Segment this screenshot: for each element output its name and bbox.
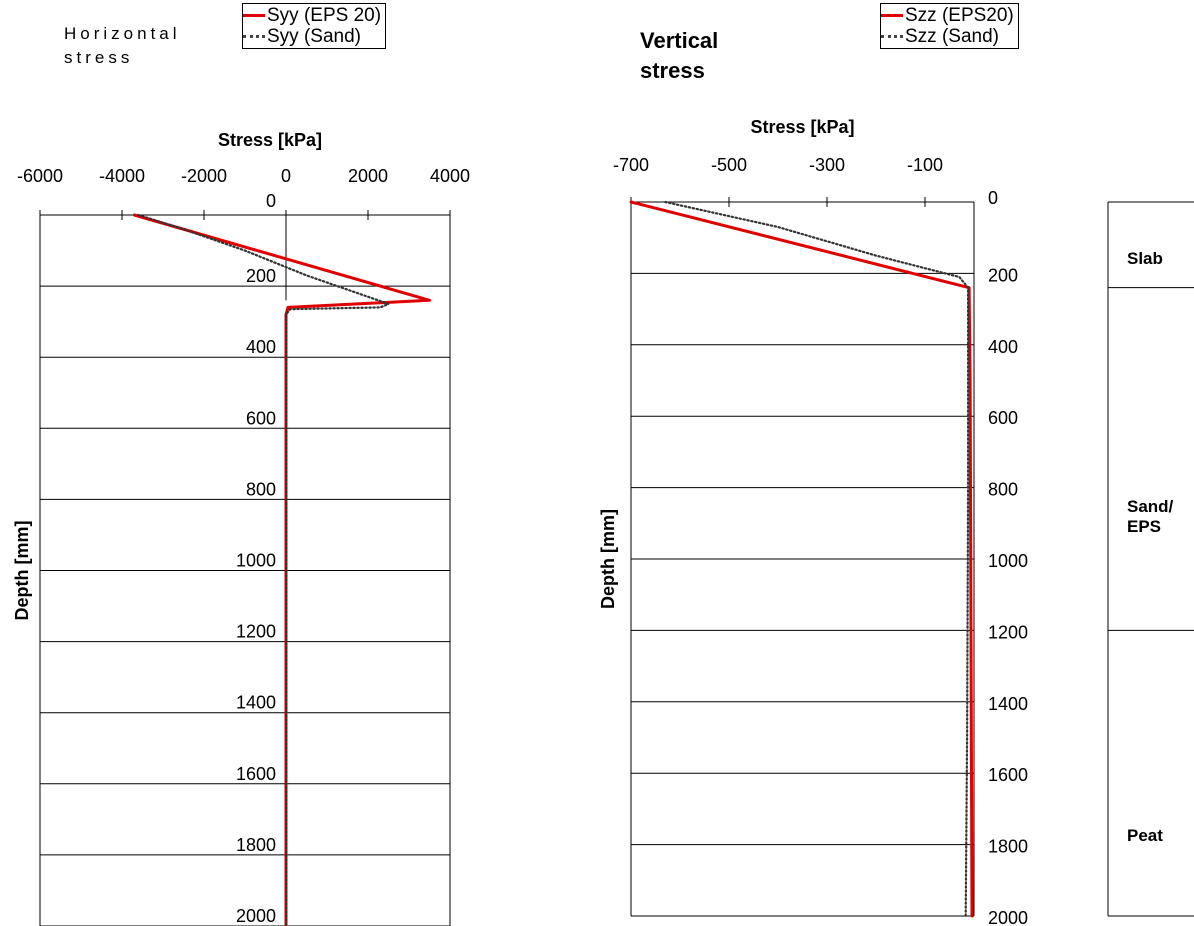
- vertical-stress-title-line1: Vertical: [640, 28, 719, 53]
- vertical-y-tick-label: 1600: [988, 765, 1028, 785]
- legend-dotted-line-swatch: [243, 35, 265, 38]
- horizontal-y-tick-label: 400: [246, 337, 276, 357]
- vertical-x-tick-label: -500: [711, 155, 747, 175]
- layer-label-peat: Peat: [1127, 826, 1163, 845]
- legend-right-item-sand: Szz (Sand): [881, 26, 1014, 47]
- legend-solid-line-swatch: [881, 14, 903, 17]
- vertical-y-tick-label: 1000: [988, 551, 1028, 571]
- horizontal-x-tick-label: -6000: [17, 166, 63, 186]
- horizontal-x-axis-title: Stress [kPa]: [218, 130, 322, 150]
- horizontal-y-tick-label: 1000: [236, 551, 276, 571]
- horizontal-x-tick-label: 4000: [430, 166, 470, 186]
- legend-left: Syy (EPS 20) Syy (Sand): [242, 3, 387, 49]
- legend-dotted-line-swatch: [881, 35, 903, 38]
- horizontal-stress-title-line1: Horizontal: [64, 24, 181, 43]
- horizontal-x-tick-label: -4000: [99, 166, 145, 186]
- horizontal-series-sand-line: [137, 213, 390, 926]
- vertical-stress-title-line2: stress: [640, 58, 705, 83]
- horizontal-y-tick-label: 0: [266, 191, 276, 211]
- layer-label-slab: Slab: [1127, 249, 1163, 268]
- horizontal-x-tick-label: -2000: [181, 166, 227, 186]
- vertical-y-axis-title: Depth [mm]: [598, 509, 618, 609]
- horizontal-y-tick-label: 600: [246, 408, 276, 428]
- vertical-y-tick-label: 0: [988, 188, 998, 208]
- vertical-x-tick-label: -700: [613, 155, 649, 175]
- legend-left-label-eps: Syy (EPS 20): [267, 5, 382, 26]
- legend-left-item-sand: Syy (Sand): [243, 26, 381, 47]
- vertical-series-eps-line: [629, 200, 974, 918]
- horizontal-y-tick-label: 1400: [236, 693, 276, 713]
- vertical-y-tick-label: 400: [988, 337, 1018, 357]
- horizontal-y-tick-label: 2000: [236, 906, 276, 926]
- horizontal-stress-title-line2: stress: [64, 48, 134, 67]
- legend-right: Szz (EPS20) Szz (Sand): [880, 3, 1019, 49]
- vertical-x-tick-label: -100: [907, 155, 943, 175]
- horizontal-y-tick-label: 200: [246, 266, 276, 286]
- vertical-y-tick-label: 1200: [988, 622, 1028, 642]
- vertical-y-tick-label: 1800: [988, 837, 1028, 857]
- horizontal-y-axis-title: Depth [mm]: [12, 521, 32, 621]
- legend-right-item-eps: Szz (EPS20): [881, 5, 1014, 26]
- legend-left-item-eps: Syy (EPS 20): [243, 5, 381, 26]
- vertical-stress-title: Vertical stress: [640, 26, 718, 86]
- vertical-y-tick-label: 800: [988, 480, 1018, 500]
- layer-label-sand-eps: Sand/ EPS: [1127, 497, 1174, 536]
- horizontal-x-tick-label: 0: [281, 166, 291, 186]
- legend-right-label-eps: Szz (EPS20): [905, 5, 1014, 26]
- vertical-x-tick-label: -300: [809, 155, 845, 175]
- horizontal-y-tick-label: 800: [246, 479, 276, 499]
- horizontal-y-tick-label: 1600: [236, 764, 276, 784]
- vertical-series-sand-line: [664, 200, 970, 918]
- vertical-y-tick-label: 2000: [988, 908, 1028, 926]
- vertical-x-axis-title: Stress [kPa]: [750, 117, 854, 137]
- horizontal-x-tick-label: 2000: [348, 166, 388, 186]
- legend-solid-line-swatch: [243, 14, 265, 17]
- horizontal-stress-title: Horizontal stress: [64, 22, 181, 70]
- vertical-y-tick-label: 200: [988, 265, 1018, 285]
- horizontal-y-tick-label: 1200: [236, 622, 276, 642]
- vertical-y-tick-label: 1400: [988, 694, 1028, 714]
- legend-left-label-sand: Syy (Sand): [267, 26, 361, 47]
- vertical-y-tick-label: 600: [988, 408, 1018, 428]
- horizontal-y-tick-label: 1800: [236, 835, 276, 855]
- legend-right-label-sand: Szz (Sand): [905, 26, 999, 47]
